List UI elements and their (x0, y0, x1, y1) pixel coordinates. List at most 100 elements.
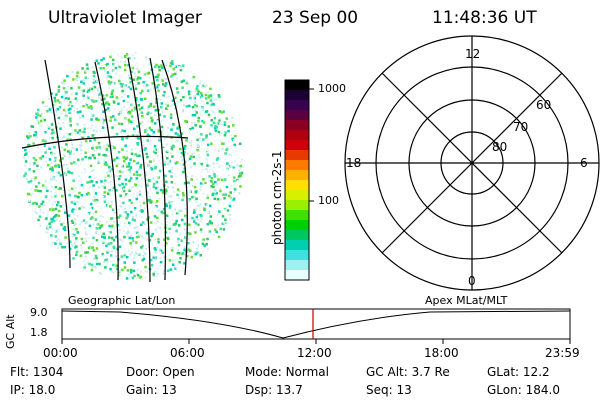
image-pixel (148, 179, 151, 183)
image-pixel (127, 113, 129, 116)
image-pixel (76, 77, 79, 79)
image-pixel (67, 214, 71, 217)
image-pixel (151, 63, 154, 66)
image-pixel (137, 82, 140, 85)
image-pixel (139, 150, 142, 153)
image-pixel (154, 109, 157, 112)
image-pixel (34, 158, 37, 162)
image-pixel (80, 178, 83, 181)
image-pixel (53, 146, 56, 149)
image-pixel (113, 146, 116, 150)
image-pixel (232, 166, 236, 169)
image-pixel (107, 66, 110, 68)
image-pixel (90, 107, 93, 110)
image-pixel (118, 200, 121, 202)
image-pixel (169, 197, 172, 199)
image-pixel (194, 95, 196, 97)
image-pixel (124, 256, 126, 259)
image-pixel (116, 170, 119, 173)
image-pixel (129, 242, 132, 245)
image-pixel (134, 183, 137, 186)
image-pixel (108, 73, 110, 76)
image-pixel (199, 111, 202, 114)
image-pixel (160, 186, 163, 189)
image-pixel (80, 221, 83, 223)
image-pixel (123, 121, 126, 124)
image-pixel (28, 151, 31, 153)
image-pixel (105, 163, 109, 167)
image-pixel (233, 179, 236, 183)
image-pixel (69, 124, 72, 127)
image-pixel (155, 63, 158, 67)
image-pixel (100, 180, 103, 183)
image-pixel (48, 108, 52, 111)
image-pixel (108, 109, 111, 112)
image-pixel (31, 144, 34, 147)
image-pixel (47, 227, 49, 229)
image-pixel (119, 75, 121, 77)
image-pixel (88, 262, 91, 266)
image-pixel (191, 76, 193, 79)
image-pixel (83, 206, 85, 209)
image-pixel (152, 150, 156, 153)
image-pixel (126, 232, 129, 235)
image-pixel (154, 75, 157, 79)
image-pixel (170, 147, 174, 151)
image-pixel (55, 93, 58, 96)
image-pixel (172, 145, 175, 149)
image-pixel (74, 129, 77, 132)
image-pixel (196, 130, 199, 133)
image-pixel (140, 106, 144, 109)
image-pixel (148, 156, 151, 159)
image-pixel (170, 218, 173, 221)
image-pixel (50, 195, 53, 197)
image-pixel (139, 95, 142, 98)
image-pixel (227, 194, 231, 198)
image-pixel (194, 252, 198, 256)
image-pixel (45, 231, 48, 234)
image-pixel (213, 197, 217, 200)
image-pixel (213, 116, 217, 120)
image-pixel (183, 73, 186, 75)
image-pixel (117, 162, 120, 165)
image-pixel (59, 242, 62, 245)
image-pixel (87, 150, 90, 153)
image-pixel (57, 171, 61, 174)
image-pixel (109, 205, 112, 208)
image-pixel (63, 225, 67, 229)
image-pixel (138, 188, 141, 191)
image-pixel (64, 95, 66, 98)
image-pixel (71, 102, 74, 105)
image-pixel (169, 64, 172, 68)
image-pixel (79, 254, 83, 257)
image-pixel (193, 121, 196, 124)
image-pixel (40, 166, 42, 169)
image-pixel (203, 244, 206, 247)
image-pixel (237, 156, 240, 159)
image-pixel (210, 97, 213, 99)
image-pixel (165, 82, 168, 85)
image-pixel (55, 110, 58, 113)
image-pixel (109, 201, 112, 203)
image-pixel (22, 156, 25, 159)
image-pixel (89, 193, 91, 196)
image-pixel (68, 171, 71, 174)
image-pixel (149, 217, 152, 220)
image-pixel (118, 183, 121, 187)
image-pixel (130, 109, 133, 112)
image-pixel (171, 60, 174, 63)
image-pixel (142, 65, 145, 68)
strip-xtick-3: 18:00 (424, 346, 459, 360)
image-pixel (196, 229, 199, 232)
image-pixel (136, 78, 139, 81)
image-pixel (58, 106, 62, 109)
image-pixel (137, 168, 140, 171)
image-pixel (156, 191, 159, 195)
image-pixel (219, 227, 222, 231)
image-pixel (161, 133, 164, 135)
image-pixel (128, 179, 131, 183)
image-pixel (154, 128, 157, 131)
image-pixel (110, 260, 112, 263)
image-pixel (115, 235, 118, 239)
image-pixel (152, 130, 156, 134)
